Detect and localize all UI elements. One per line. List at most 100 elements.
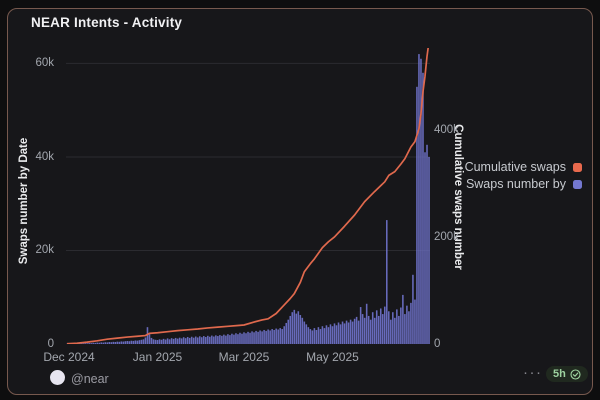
bar[interactable] (104, 342, 107, 344)
bar[interactable] (255, 330, 257, 344)
bar[interactable] (176, 338, 179, 344)
bar[interactable] (217, 336, 219, 344)
bar[interactable] (184, 338, 187, 344)
bar[interactable] (379, 308, 382, 344)
activity-chart-svg[interactable] (66, 48, 430, 344)
bar[interactable] (213, 336, 215, 344)
bar[interactable] (84, 343, 86, 344)
bar[interactable] (301, 317, 304, 344)
bar[interactable] (221, 335, 223, 344)
bar[interactable] (136, 340, 139, 344)
bar[interactable] (245, 333, 247, 344)
bar[interactable] (422, 72, 424, 344)
bar[interactable] (251, 331, 253, 344)
bar[interactable] (140, 339, 143, 344)
bar[interactable] (108, 342, 111, 344)
bar[interactable] (311, 330, 314, 344)
bar[interactable] (257, 331, 259, 344)
bar[interactable] (265, 330, 267, 344)
bar[interactable] (351, 321, 354, 344)
bar[interactable] (231, 333, 233, 344)
bar[interactable] (237, 334, 239, 344)
bar[interactable] (192, 337, 195, 344)
bar[interactable] (142, 339, 145, 344)
bar[interactable] (353, 318, 356, 344)
bar[interactable] (114, 341, 117, 344)
bar[interactable] (150, 337, 153, 344)
bar[interactable] (410, 302, 412, 344)
bar[interactable] (80, 343, 82, 344)
bar[interactable] (297, 311, 300, 344)
bar[interactable] (371, 312, 374, 344)
bar[interactable] (90, 343, 92, 344)
bar[interactable] (404, 314, 406, 344)
bar[interactable] (186, 336, 189, 344)
bar[interactable] (144, 337, 147, 344)
bar[interactable] (293, 309, 296, 344)
bar[interactable] (225, 335, 227, 344)
bar[interactable] (168, 339, 171, 344)
bar[interactable] (383, 306, 386, 344)
bar[interactable] (408, 311, 410, 344)
bar[interactable] (305, 324, 308, 344)
bar[interactable] (331, 326, 334, 344)
bar[interactable] (227, 334, 229, 344)
bar[interactable] (126, 341, 129, 344)
bar[interactable] (178, 337, 181, 344)
bar[interactable] (398, 315, 400, 344)
bar[interactable] (134, 340, 137, 344)
legend-item-swaps-number[interactable]: Swaps number by (466, 177, 582, 191)
bar[interactable] (345, 320, 348, 344)
bar[interactable] (420, 58, 422, 344)
bar[interactable] (198, 336, 201, 344)
bar[interactable] (86, 343, 88, 344)
bar[interactable] (309, 329, 312, 344)
bar[interactable] (267, 329, 269, 344)
bar[interactable] (190, 336, 193, 344)
bar[interactable] (373, 317, 376, 344)
bar[interactable] (247, 331, 249, 344)
bar[interactable] (122, 341, 125, 344)
bar[interactable] (132, 340, 135, 344)
bar[interactable] (396, 309, 398, 344)
bar[interactable] (369, 319, 372, 344)
bar[interactable] (172, 338, 175, 344)
bar[interactable] (215, 335, 217, 344)
cumulative-line[interactable] (66, 48, 429, 344)
bar[interactable] (209, 336, 211, 344)
bar[interactable] (299, 315, 302, 344)
bar[interactable] (329, 324, 332, 344)
bar[interactable] (269, 330, 271, 344)
bar[interactable] (339, 324, 342, 344)
bar[interactable] (273, 329, 275, 344)
bar[interactable] (154, 339, 157, 344)
bar[interactable] (385, 220, 388, 344)
bar[interactable] (120, 341, 123, 344)
bar[interactable] (229, 335, 231, 344)
bar[interactable] (333, 323, 336, 344)
bar[interactable] (317, 327, 320, 344)
bar[interactable] (394, 317, 396, 344)
bar[interactable] (303, 321, 306, 344)
bar[interactable] (92, 342, 94, 344)
bar[interactable] (283, 326, 286, 344)
bar[interactable] (289, 315, 292, 344)
bar[interactable] (363, 317, 366, 344)
bar[interactable] (223, 334, 225, 344)
bar[interactable] (359, 307, 362, 344)
bar[interactable] (287, 319, 290, 344)
bar[interactable] (341, 321, 344, 344)
bar[interactable] (194, 336, 197, 344)
bar[interactable] (196, 337, 199, 344)
bar[interactable] (100, 342, 102, 344)
bar[interactable] (128, 341, 131, 344)
bar[interactable] (315, 329, 318, 344)
bar[interactable] (402, 294, 404, 344)
bar[interactable] (96, 342, 98, 344)
bar[interactable] (200, 337, 203, 344)
bar[interactable] (319, 329, 322, 344)
bar[interactable] (219, 335, 221, 344)
bar[interactable] (281, 329, 283, 344)
chart-plot-area[interactable] (66, 48, 430, 344)
bar[interactable] (327, 327, 330, 344)
